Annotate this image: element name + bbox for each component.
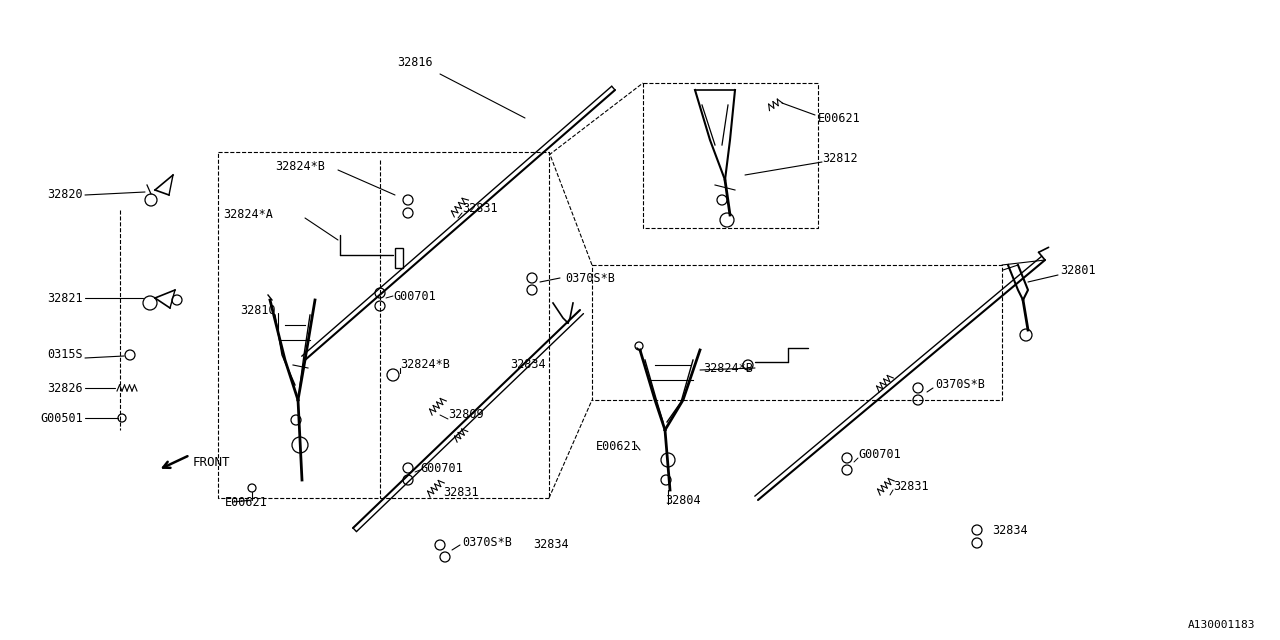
Text: G00701: G00701 [420,461,463,474]
Text: 32824*B: 32824*B [703,362,753,374]
Text: 32834: 32834 [532,538,568,552]
Text: 32809: 32809 [448,408,484,422]
Text: E00621: E00621 [818,111,860,125]
Bar [396,248,403,268]
Text: 32821: 32821 [47,291,83,305]
Text: 32831: 32831 [462,202,498,214]
Text: 32816: 32816 [397,56,433,70]
Text: 32810: 32810 [241,303,275,317]
Text: 0315S: 0315S [47,349,83,362]
Text: 32824*B: 32824*B [399,358,449,371]
Text: 32826: 32826 [47,381,83,394]
Text: A130001183: A130001183 [1188,620,1254,630]
Text: G00701: G00701 [858,449,901,461]
Text: 32820: 32820 [47,189,83,202]
Text: 0370S*B: 0370S*B [462,536,512,548]
Text: E00621: E00621 [225,495,268,509]
Text: 32804: 32804 [666,493,700,506]
Text: 0370S*B: 0370S*B [564,271,614,285]
Text: E00621: E00621 [596,440,639,454]
Text: 32834: 32834 [509,358,545,371]
Text: 32824*A: 32824*A [223,209,273,221]
Text: 32824*B: 32824*B [275,161,325,173]
Text: G00701: G00701 [393,289,435,303]
Text: 0370S*B: 0370S*B [934,378,984,392]
Text: 32834: 32834 [992,524,1028,536]
Text: G00501: G00501 [40,412,83,424]
Text: 32831: 32831 [443,486,479,499]
Text: 32801: 32801 [1060,264,1096,276]
Text: FRONT: FRONT [193,456,230,468]
Text: 32812: 32812 [822,152,858,164]
Text: 32831: 32831 [893,481,928,493]
